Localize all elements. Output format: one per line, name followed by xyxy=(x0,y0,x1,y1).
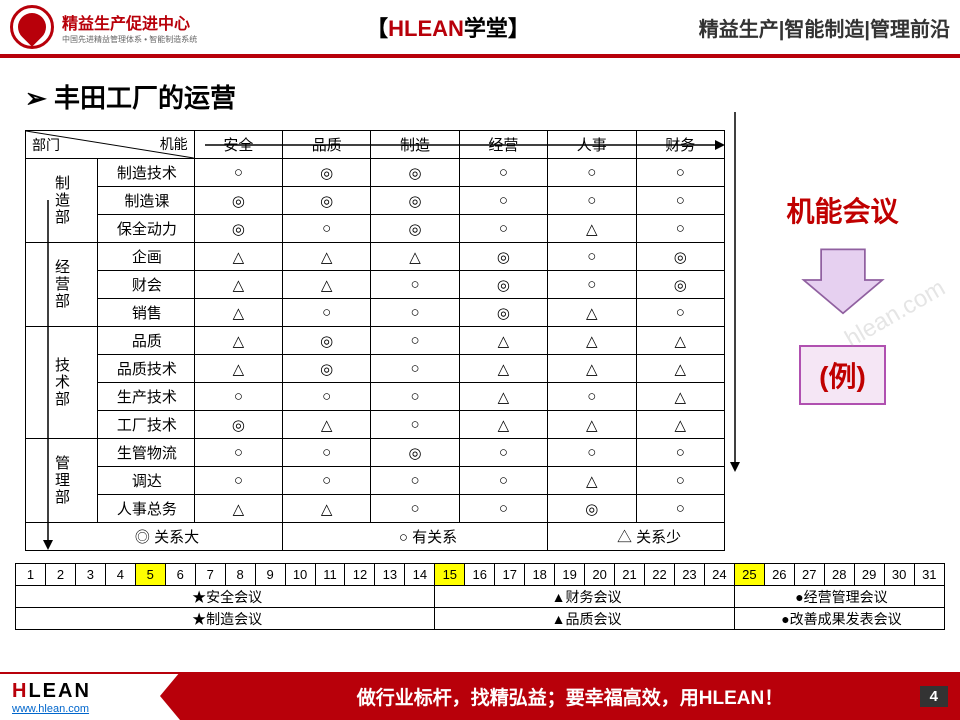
cal-day: 11 xyxy=(315,564,345,586)
cal-day: 4 xyxy=(105,564,135,586)
table-row: 调达○○○○△○ xyxy=(26,467,725,495)
cal-day: 15 xyxy=(435,564,465,586)
cal-day: 16 xyxy=(465,564,495,586)
table-row: 保全动力◎○◎○△○ xyxy=(26,215,725,243)
cal-day: 21 xyxy=(615,564,645,586)
top-arrow-icon xyxy=(205,135,725,155)
cal-event-row: ★安全会议▲财务会议●经营管理会议 xyxy=(16,586,945,608)
example-box: (例) xyxy=(799,345,886,405)
table-row: 制造部制造技术○◎◎○○○ xyxy=(26,159,725,187)
footer-logo: HLEAN xyxy=(12,680,180,703)
matrix-table: 机能部门安全品质制造经营人事财务制造部制造技术○◎◎○○○制造课◎◎◎○○○保全… xyxy=(25,130,725,551)
logo-icon xyxy=(10,5,54,49)
cal-day: 20 xyxy=(585,564,615,586)
footer-url: www.hlean.com xyxy=(12,703,180,715)
table-row: 制造课◎◎◎○○○ xyxy=(26,187,725,215)
cal-day: 29 xyxy=(854,564,884,586)
table-row: 销售△○○◎△○ xyxy=(26,299,725,327)
footer: HLEAN www.hlean.com 做行业标杆，找精弘益；要幸福高效，用HL… xyxy=(0,672,960,720)
header-right: 精益生产|智能制造|管理前沿 xyxy=(699,13,950,42)
left-arrow-icon xyxy=(38,200,58,550)
cal-day: 31 xyxy=(914,564,944,586)
logo-title: 精益生产促进中心 xyxy=(62,10,197,34)
header-center: 【HLEAN学堂】 xyxy=(197,11,699,43)
cal-event-row: ★制造会议▲品质会议●改善成果发表会议 xyxy=(16,608,945,630)
calendar-table: 1234567891011121314151617181920212223242… xyxy=(15,563,945,630)
table-row: 管理部生管物流○○◎○○○ xyxy=(26,439,725,467)
cal-day: 14 xyxy=(405,564,435,586)
side-label: 机能会议 xyxy=(786,190,898,230)
cal-day: 17 xyxy=(495,564,525,586)
slide-title: 丰田工厂的运营 xyxy=(25,78,945,115)
cal-day: 22 xyxy=(645,564,675,586)
cal-day: 1 xyxy=(16,564,46,586)
right-arrow-icon xyxy=(725,112,745,472)
table-row: 工厂技术◎△○△△△ xyxy=(26,411,725,439)
cal-day: 18 xyxy=(525,564,555,586)
logo-subtitle: 中国先进精益管理体系 • 智能制造系统 xyxy=(62,34,197,45)
table-row: 财会△△○◎○◎ xyxy=(26,271,725,299)
page-number: 4 xyxy=(920,686,948,707)
cal-day: 19 xyxy=(555,564,585,586)
arrow-down-icon xyxy=(798,245,888,315)
cal-day: 30 xyxy=(884,564,914,586)
cal-day: 7 xyxy=(195,564,225,586)
logo-area: 精益生产促进中心 中国先进精益管理体系 • 智能制造系统 xyxy=(10,5,197,49)
cal-day: 27 xyxy=(794,564,824,586)
cal-day: 23 xyxy=(674,564,704,586)
right-panel: 机能会议 (例) xyxy=(740,130,945,551)
footer-slogan: 做行业标杆，找精弘益；要幸福高效，用HLEAN！ 4 xyxy=(180,672,960,720)
cal-day: 8 xyxy=(225,564,255,586)
table-row: 技术部品质△◎○△△△ xyxy=(26,327,725,355)
table-row: 经营部企画△△△◎○◎ xyxy=(26,243,725,271)
cal-day: 6 xyxy=(165,564,195,586)
cal-day: 28 xyxy=(824,564,854,586)
table-row: 人事总务△△○○◎○ xyxy=(26,495,725,523)
cal-day: 2 xyxy=(45,564,75,586)
cal-day: 25 xyxy=(734,564,764,586)
table-row: 生产技术○○○△○△ xyxy=(26,383,725,411)
cal-day: 26 xyxy=(764,564,794,586)
cal-day: 12 xyxy=(345,564,375,586)
cal-day: 24 xyxy=(704,564,734,586)
cal-day: 9 xyxy=(255,564,285,586)
table-row: 品质技术△◎○△△△ xyxy=(26,355,725,383)
header: 精益生产促进中心 中国先进精益管理体系 • 智能制造系统 【HLEAN学堂】 精… xyxy=(0,0,960,58)
cal-day: 5 xyxy=(135,564,165,586)
cal-day: 3 xyxy=(75,564,105,586)
cal-day: 13 xyxy=(375,564,405,586)
cal-day: 10 xyxy=(285,564,315,586)
